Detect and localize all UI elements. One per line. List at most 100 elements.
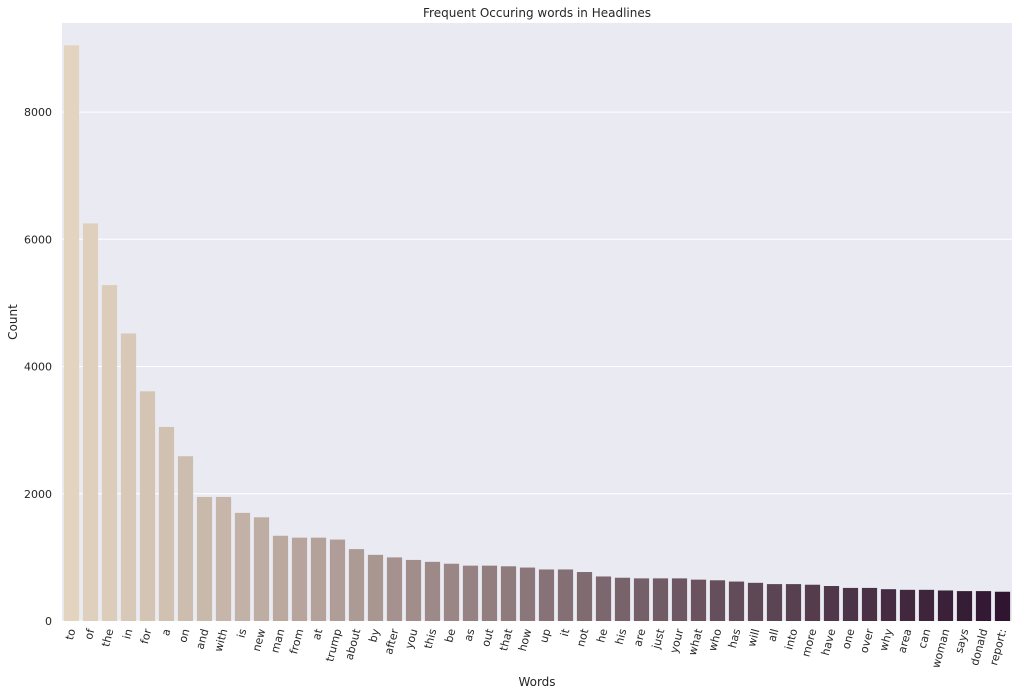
bar-area — [899, 589, 916, 621]
x-tick-label: on — [176, 627, 192, 644]
bar-has — [728, 581, 745, 621]
bar-this — [424, 561, 441, 621]
x-tick-label: who — [706, 627, 725, 653]
x-tick-label: a — [159, 627, 173, 637]
y-tick-label: 2000 — [24, 488, 52, 501]
bar-of — [82, 223, 99, 621]
x-tick-label: not — [574, 627, 591, 648]
bar-up — [538, 569, 555, 621]
x-tick-label: by — [366, 627, 382, 644]
x-tick-label: in — [120, 627, 135, 640]
bar-woman — [937, 590, 954, 621]
x-tick-label: be — [442, 627, 458, 644]
y-axis-label: Count — [6, 304, 20, 340]
bar-with — [215, 496, 232, 621]
x-tick-label: one — [840, 627, 858, 650]
bar-his — [614, 577, 631, 621]
bar-and — [196, 496, 213, 621]
x-tick-label: as — [462, 627, 478, 643]
bar-just — [652, 578, 669, 621]
bar-why — [880, 589, 897, 621]
x-tick-label: has — [726, 627, 744, 649]
bar-he — [595, 576, 612, 621]
x-tick-label: man — [269, 627, 288, 654]
x-tick-label: new — [250, 627, 268, 652]
x-tick-label: are — [631, 627, 648, 648]
x-tick-label: what — [686, 627, 706, 657]
x-tick-label: his — [613, 627, 630, 646]
x-tick-label: after — [382, 627, 401, 656]
bar-the — [101, 285, 118, 621]
y-tick-labels: 0 2000 4000 6000 8000 — [24, 106, 52, 628]
bar-over — [861, 587, 878, 621]
bar-is — [234, 512, 251, 621]
x-tick-label: just — [649, 627, 667, 651]
bar-that — [500, 566, 517, 621]
x-tick-label: about — [343, 627, 364, 662]
y-tick-label: 6000 — [24, 233, 52, 246]
x-tick-label: out — [479, 627, 496, 648]
x-tick-label: why — [877, 627, 896, 653]
x-tick-label: and — [193, 627, 211, 650]
x-tick-label: of — [82, 626, 98, 641]
x-tick-label: that — [497, 627, 516, 653]
x-tick-label: woman — [929, 627, 952, 669]
bar-are — [633, 578, 650, 621]
x-tick-label: trump — [323, 627, 344, 663]
x-tick-label: he — [594, 627, 610, 644]
bar-what — [690, 579, 707, 621]
x-tick-label: more — [799, 627, 819, 658]
bar-in — [120, 333, 137, 621]
x-tick-label: over — [857, 627, 876, 655]
x-tick-label: for — [138, 627, 155, 645]
bar-for — [139, 391, 156, 621]
x-tick-label: up — [537, 627, 553, 644]
x-tick-label: can — [916, 627, 934, 649]
bar-all — [766, 584, 783, 621]
bar-more — [804, 584, 821, 621]
bar-not — [576, 572, 593, 621]
chart-title: Frequent Occuring words in Headlines — [423, 6, 651, 20]
x-tick-label: at — [310, 627, 326, 642]
bar-new — [253, 517, 270, 621]
y-tick-label: 0 — [45, 615, 52, 628]
bar-who — [709, 580, 726, 621]
x-tick-label: area — [895, 627, 914, 654]
bar-into — [785, 584, 802, 621]
bars — [63, 45, 1011, 622]
bar-on — [177, 456, 194, 621]
x-tick-label: this — [422, 627, 440, 650]
bar-can — [918, 589, 935, 621]
bar-report — [994, 591, 1011, 621]
bar-as — [462, 565, 479, 621]
bar-to — [63, 45, 80, 622]
bar-after — [386, 557, 403, 621]
x-tick-label: you — [403, 627, 421, 650]
x-axis-label: Words — [518, 675, 555, 689]
x-tick-label: will — [745, 627, 762, 648]
bar-by — [367, 554, 384, 621]
x-tick-label: the — [99, 627, 116, 648]
bar-one — [842, 587, 859, 621]
x-tick-label: is — [235, 627, 250, 639]
x-tick-label: report: — [987, 627, 1009, 666]
x-tick-label: into — [782, 627, 800, 651]
bar-from — [291, 537, 308, 621]
bar-how — [519, 567, 536, 621]
bar-be — [443, 563, 460, 621]
x-tick-label: your — [667, 627, 686, 655]
x-tick-label: says — [952, 627, 971, 654]
bar-will — [747, 582, 764, 621]
bar-about — [348, 549, 365, 621]
bar-at — [310, 537, 327, 621]
y-tick-label: 8000 — [24, 106, 52, 119]
bar-says — [956, 591, 973, 621]
x-tick-label: to — [63, 627, 78, 641]
bar-it — [557, 569, 574, 621]
bar-you — [405, 559, 422, 621]
bar-donald — [975, 591, 992, 621]
bar-have — [823, 586, 840, 621]
x-tick-labels: to of the in for a on and with is new man from attrum… — [63, 626, 1009, 669]
